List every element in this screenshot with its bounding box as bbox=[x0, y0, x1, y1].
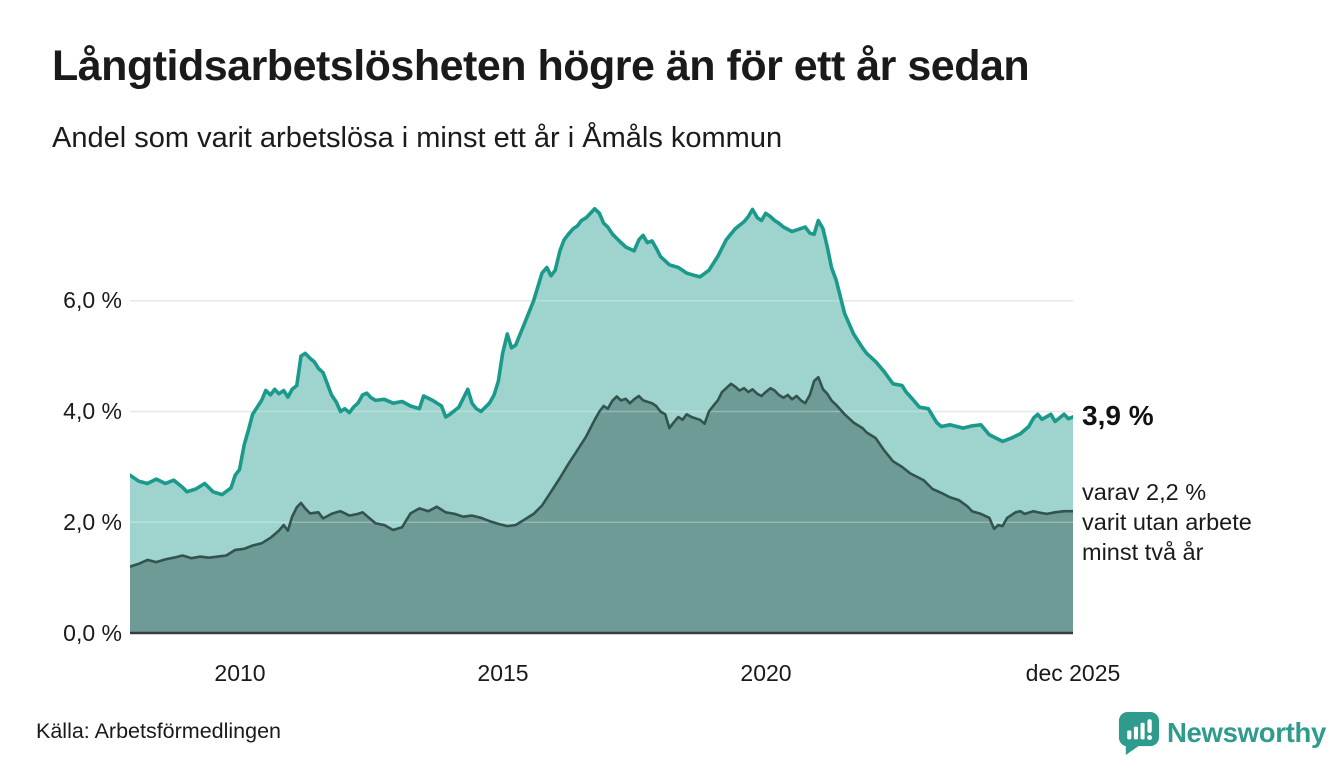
latest-value-label: 3,9 % bbox=[1082, 400, 1154, 431]
secondary-value-annotation: varav 2,2 % varit utan arbete minst två … bbox=[1082, 477, 1252, 567]
newsworthy-bubble-chart-icon bbox=[1118, 711, 1159, 755]
page-title: Långtidsarbetslösheten högre än för ett … bbox=[52, 42, 1030, 90]
newsworthy-wordmark: Newsworthy bbox=[1167, 716, 1326, 748]
x-axis-tick-label: 2010 bbox=[214, 660, 266, 686]
annotation-line: varit utan arbete bbox=[1082, 509, 1252, 535]
annotation-line: varav 2,2 % bbox=[1082, 479, 1207, 505]
x-axis-tick-label: dec 2025 bbox=[1025, 660, 1121, 686]
line-series-2 bbox=[130, 375, 1073, 568]
y-axis-tick-label: 0,0 % bbox=[63, 620, 122, 646]
x-axis-tick-label: 2020 bbox=[740, 660, 792, 686]
x-axis-tick-label: 2015 bbox=[477, 660, 529, 686]
line-series-1 bbox=[130, 207, 1073, 497]
y-axis-tick-label: 2,0 % bbox=[63, 509, 122, 535]
area-chart-plot bbox=[130, 207, 1073, 635]
annotation-line: minst två år bbox=[1082, 539, 1204, 565]
source-credit: Källa: Arbetsförmedlingen bbox=[36, 719, 282, 743]
newsworthy-logo[interactable]: Newsworthy bbox=[1116, 709, 1326, 756]
y-axis-tick-label: 4,0 % bbox=[63, 398, 122, 424]
y-axis-tick-label: 6,0 % bbox=[63, 287, 122, 313]
area-series-2 bbox=[130, 377, 1073, 633]
page-subtitle: Andel som varit arbetslösa i minst ett å… bbox=[52, 122, 783, 154]
